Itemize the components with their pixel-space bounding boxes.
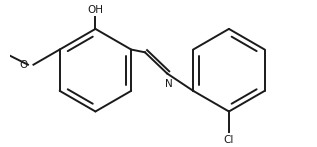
Text: Cl: Cl <box>224 135 234 145</box>
Text: O: O <box>20 60 28 70</box>
Text: OH: OH <box>87 5 103 15</box>
Text: N: N <box>165 79 172 89</box>
